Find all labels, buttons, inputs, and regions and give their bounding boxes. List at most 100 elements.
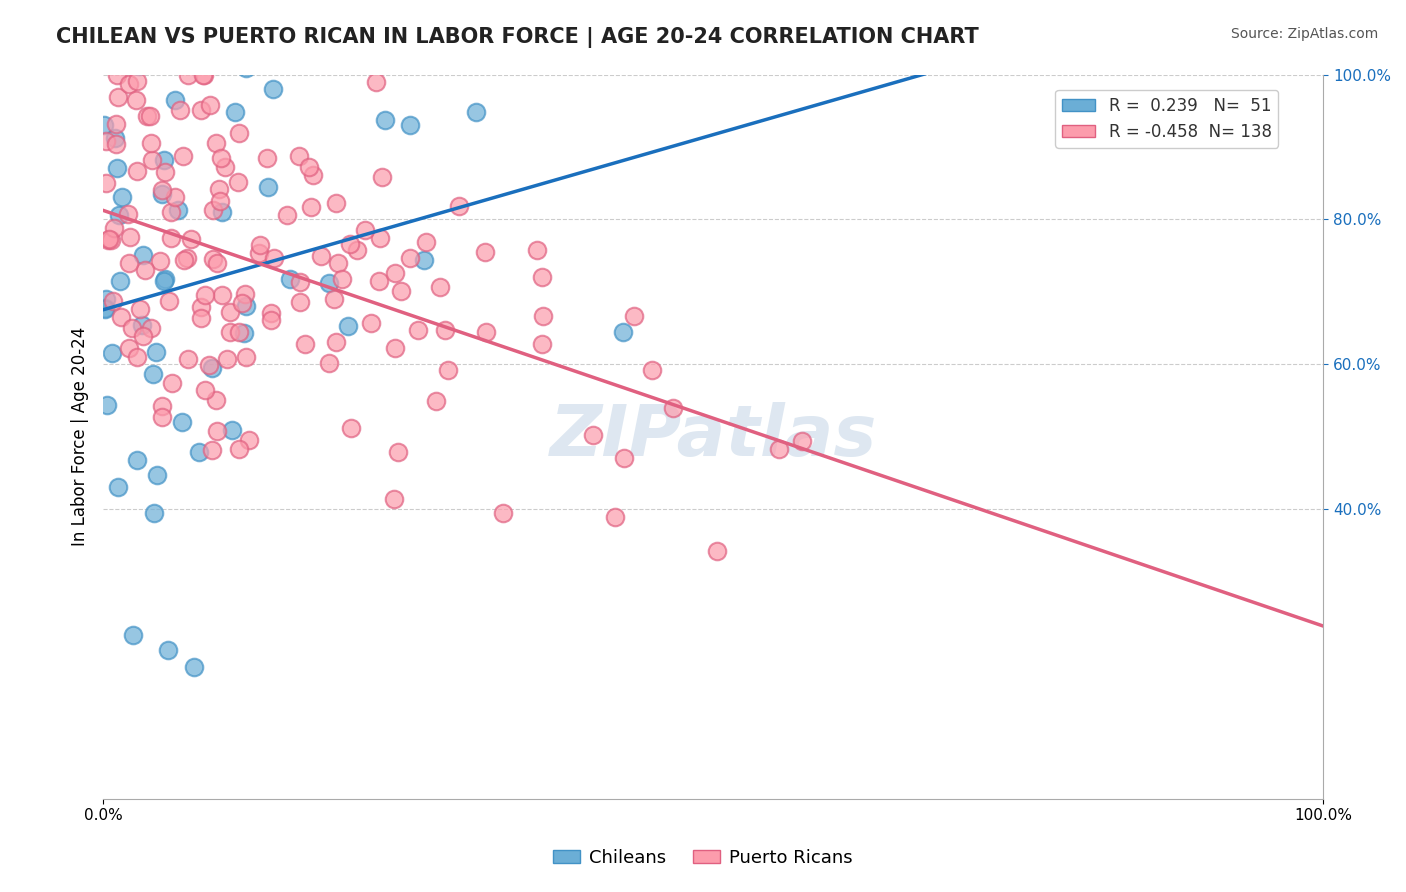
- Point: [136, 109, 159, 123]
- Point: [641, 362, 664, 376]
- Point: [288, 294, 311, 309]
- Point: [194, 384, 217, 398]
- Point: [221, 423, 243, 437]
- Point: [93, 301, 115, 315]
- Point: [385, 53, 408, 67]
- Point: [132, 247, 155, 261]
- Point: [108, 208, 131, 222]
- Point: [187, 445, 209, 459]
- Point: [125, 93, 148, 107]
- Point: [166, 202, 188, 217]
- Point: [302, 168, 325, 182]
- Point: [145, 344, 167, 359]
- Point: [249, 238, 271, 252]
- Point: [138, 109, 160, 123]
- Point: [368, 231, 391, 245]
- Point: [233, 326, 256, 340]
- Point: [190, 103, 212, 117]
- Point: [294, 337, 316, 351]
- Point: [132, 328, 155, 343]
- Point: [122, 627, 145, 641]
- Point: [346, 244, 368, 258]
- Point: [121, 321, 143, 335]
- Point: [399, 118, 422, 132]
- Point: [128, 59, 150, 73]
- Point: [110, 310, 132, 325]
- Point: [139, 136, 162, 150]
- Point: [360, 316, 382, 330]
- Point: [323, 292, 346, 306]
- Point: [149, 253, 172, 268]
- Point: [531, 309, 554, 323]
- Point: [325, 334, 347, 349]
- Point: [449, 199, 471, 213]
- Point: [153, 153, 176, 168]
- Point: [247, 246, 270, 260]
- Point: [205, 256, 228, 270]
- Point: [214, 161, 236, 175]
- Point: [105, 68, 128, 82]
- Point: [160, 376, 183, 390]
- Point: [260, 313, 283, 327]
- Point: [278, 272, 301, 286]
- Point: [299, 200, 322, 214]
- Point: [211, 288, 233, 302]
- Point: [215, 352, 238, 367]
- Point: [339, 237, 361, 252]
- Point: [474, 244, 496, 259]
- Point: [94, 176, 117, 190]
- Point: [125, 453, 148, 467]
- Point: [107, 89, 129, 103]
- Point: [475, 325, 498, 339]
- Point: [371, 169, 394, 184]
- Text: Source: ZipAtlas.com: Source: ZipAtlas.com: [1230, 27, 1378, 41]
- Point: [235, 61, 257, 75]
- Point: [531, 337, 554, 351]
- Point: [197, 358, 219, 372]
- Point: [128, 302, 150, 317]
- Point: [205, 425, 228, 439]
- Point: [176, 251, 198, 265]
- Point: [100, 234, 122, 248]
- Point: [142, 367, 165, 381]
- Point: [101, 293, 124, 308]
- Point: [94, 134, 117, 148]
- Point: [219, 304, 242, 318]
- Point: [623, 310, 645, 324]
- Point: [209, 194, 232, 209]
- Point: [367, 274, 389, 288]
- Point: [425, 394, 447, 409]
- Point: [257, 180, 280, 194]
- Point: [134, 263, 156, 277]
- Point: [143, 506, 166, 520]
- Point: [159, 230, 181, 244]
- Point: [398, 251, 420, 265]
- Y-axis label: In Labor Force | Age 20-24: In Labor Force | Age 20-24: [72, 327, 89, 546]
- Point: [415, 235, 437, 250]
- Point: [260, 306, 283, 320]
- Point: [201, 443, 224, 458]
- Point: [150, 410, 173, 425]
- Point: [328, 256, 350, 270]
- Point: [330, 272, 353, 286]
- Point: [163, 94, 186, 108]
- Point: [318, 276, 340, 290]
- Point: [228, 126, 250, 140]
- Point: [235, 299, 257, 313]
- Point: [100, 346, 122, 360]
- Point: [105, 136, 128, 151]
- Point: [288, 149, 311, 163]
- Point: [429, 279, 451, 293]
- Point: [191, 68, 214, 82]
- Point: [150, 183, 173, 197]
- Point: [155, 164, 177, 178]
- Point: [202, 252, 225, 266]
- Point: [118, 256, 141, 270]
- Point: [433, 323, 456, 337]
- Point: [207, 182, 229, 196]
- Point: [141, 153, 163, 167]
- Point: [177, 68, 200, 82]
- Point: [146, 467, 169, 482]
- Point: [157, 293, 180, 308]
- Point: [337, 318, 360, 333]
